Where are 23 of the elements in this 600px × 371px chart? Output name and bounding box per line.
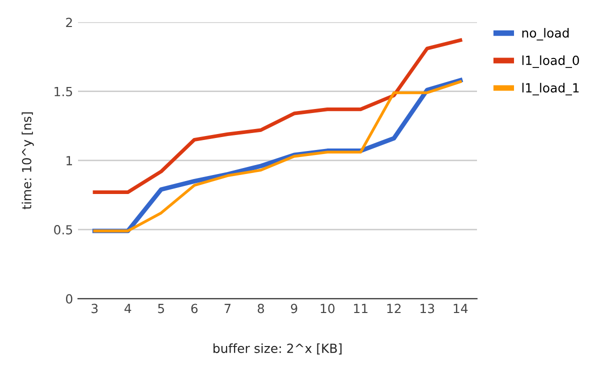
legend-label: no_load <box>522 28 569 40</box>
x-axis-title: buffer size: 2^x [KB] <box>214 343 342 355</box>
x-tick-label: 8 <box>258 304 264 314</box>
x-tick-label: 11 <box>354 304 368 314</box>
y-tick-label: 2 <box>66 18 72 28</box>
legend-label: l1_load_1 <box>522 82 579 96</box>
y-tick-label: 1 <box>66 156 72 166</box>
x-tick-label: 6 <box>191 304 198 314</box>
y-tick-label: 0 <box>66 294 72 304</box>
x-tick-label: 5 <box>158 304 164 314</box>
y-tick-label: 0.5 <box>54 225 72 234</box>
x-tick-label: 7 <box>224 304 231 314</box>
x-tick-label: 3 <box>92 304 98 314</box>
legend-label: l1_load_0 <box>522 55 579 68</box>
x-tick-label: 13 <box>420 304 434 314</box>
x-tick-label: 12 <box>387 304 401 314</box>
line-series <box>92 38 462 194</box>
x-tick-label: 4 <box>124 304 132 314</box>
x-tick-label: 14 <box>454 304 468 314</box>
x-tick-label: 9 <box>290 304 298 314</box>
y-tick-label: 1.5 <box>54 86 72 96</box>
x-tick-label: 10 <box>320 304 334 314</box>
y-axis-title: time: 10^y [ns] <box>22 112 34 210</box>
